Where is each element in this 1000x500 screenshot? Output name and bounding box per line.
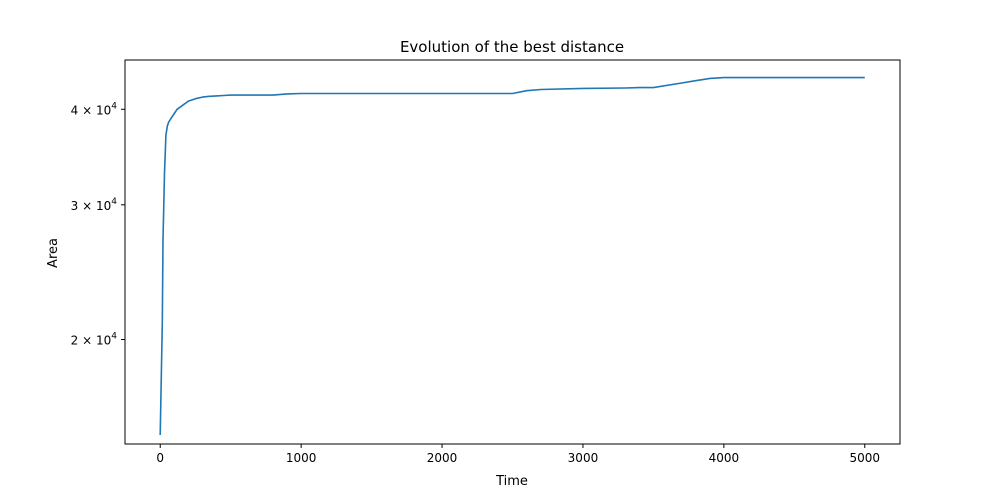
x-tick-label: 4000 xyxy=(709,451,740,465)
x-axis-label: Time xyxy=(495,474,528,489)
x-tick-label: 1000 xyxy=(286,451,317,465)
series-line xyxy=(159,76,865,436)
y-tick-label: 2 × 104 xyxy=(71,331,118,347)
x-tick-label: 2000 xyxy=(427,451,458,465)
x-tick-label: 0 xyxy=(156,451,164,465)
plot-area: 0 1000 2000 3000 4000 5000 2 × 104 3 × 104 4 × 1… xyxy=(71,59,901,465)
y-tick-label: 3 × 104 xyxy=(71,197,118,213)
x-tick-label: 5000 xyxy=(849,451,880,465)
axes-frame xyxy=(124,59,901,445)
chart-title: Evolution of the best distance xyxy=(400,38,624,56)
y-axis-label: Area xyxy=(46,238,61,268)
x-tick-label: 3000 xyxy=(568,451,599,465)
y-tick-label: 4 × 104 xyxy=(71,101,118,117)
